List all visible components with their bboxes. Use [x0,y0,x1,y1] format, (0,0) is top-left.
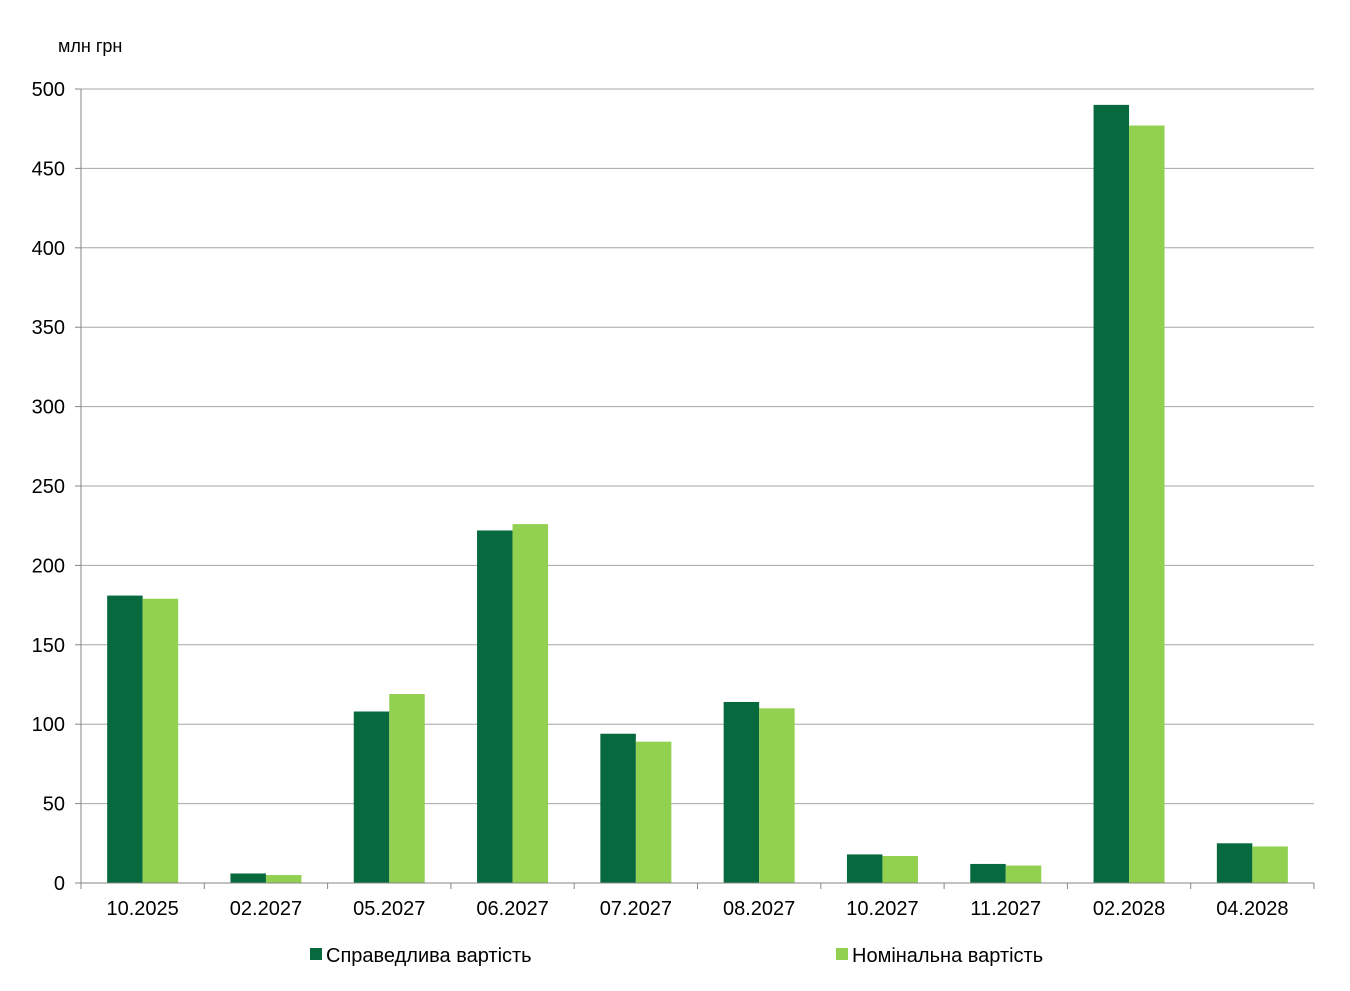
bar-nominal-value-05.2027 [389,694,425,883]
y-tick-label: 300 [32,397,65,419]
bar-fair-value-10.2027 [846,854,883,883]
legend: Справедлива вартість Номінальна вартість [310,945,1043,967]
y-tick-label: 50 [43,794,65,816]
x-tick-label: 02.2028 [1093,898,1165,920]
bar-fair-value-05.2027 [353,711,390,883]
y-tick-label: 500 [32,79,65,101]
y-tick-label: 100 [32,714,65,736]
bar-fair-value-11.2027 [970,863,1006,883]
legend-label: Номінальна вартість [852,945,1043,967]
x-tick-label: 10.2027 [846,898,918,920]
x-tick-label: 07.2027 [600,898,672,920]
x-tick-label: 10.2025 [107,898,179,920]
x-tick-labels: 10.2025 02.2027 05.2027 06.2027 07.2027 08.20… [107,898,1289,920]
bar-nominal-value-02.2027 [265,875,302,883]
y-axis-unit-label: млн грн [58,36,122,56]
bar-nominal-value-10.2025 [142,598,179,883]
x-tick-label: 05.2027 [353,898,425,920]
bar-fair-value-02.2028 [1093,104,1130,883]
bar-nominal-value-07.2027 [635,741,672,883]
y-tick-label: 450 [32,158,65,180]
x-tick-label: 02.2027 [230,898,302,920]
y-tick-label: 150 [32,635,65,657]
bar-fair-value-07.2027 [600,733,636,883]
y-tick-label: 400 [32,238,65,260]
y-tick-labels: 0 50 100 150 200 250 300 350 400 450 500 [32,79,65,895]
y-tick-label: 250 [32,476,65,498]
legend-swatch [836,948,848,960]
bar-nominal-value-02.2028 [1129,125,1165,884]
y-tick-label: 350 [32,317,65,339]
legend-swatch [310,948,322,960]
legend-label: Справедлива вартість [326,945,532,967]
x-tick-label: 08.2027 [723,898,795,920]
bar-fair-value-02.2027 [230,873,266,883]
x-tick-label: 06.2027 [476,898,548,920]
axes [80,89,1315,889]
y-tick-label: 0 [54,873,65,895]
x-tick-label: 11.2027 [970,898,1041,920]
bar-nominal-value-08.2027 [759,708,795,883]
bar-fair-value-08.2027 [723,701,760,883]
bar-nominal-value-11.2027 [1005,865,1042,883]
bar-fair-value-04.2028 [1216,843,1253,883]
bar-fair-value-06.2027 [477,530,513,883]
bar-fair-value-10.2025 [107,595,143,883]
bar-nominal-value-06.2027 [512,524,549,883]
x-tick-label: 04.2028 [1216,898,1288,920]
bars [107,104,1288,884]
bar-nominal-value-10.2027 [882,856,918,883]
y-tick-label: 200 [32,555,65,577]
bar-nominal-value-04.2028 [1252,846,1288,883]
